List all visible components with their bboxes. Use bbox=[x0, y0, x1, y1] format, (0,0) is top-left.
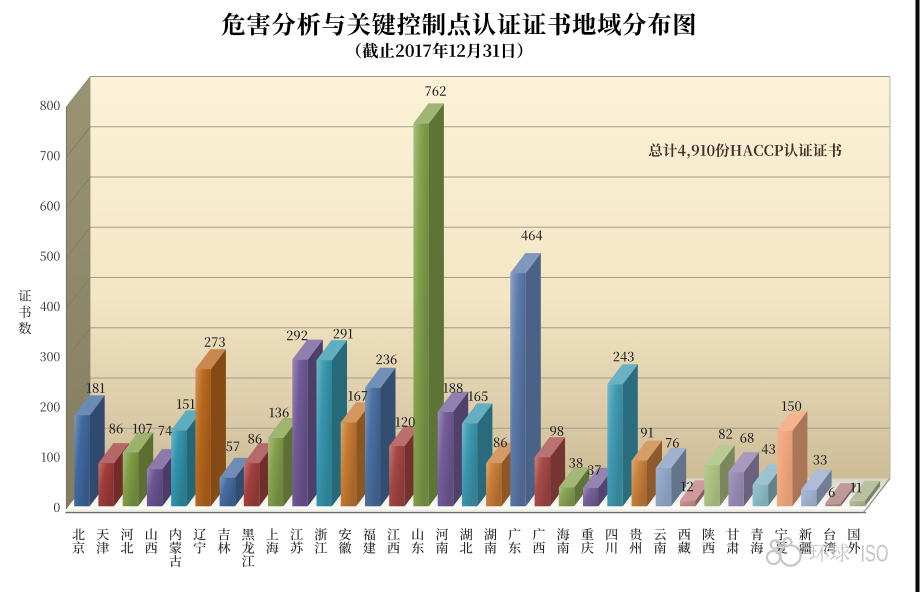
svg-text:ISO: ISO bbox=[861, 541, 889, 568]
